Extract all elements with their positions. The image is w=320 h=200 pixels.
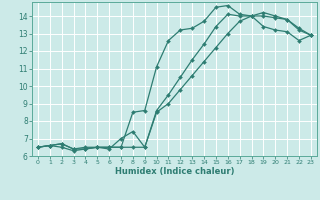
X-axis label: Humidex (Indice chaleur): Humidex (Indice chaleur): [115, 167, 234, 176]
